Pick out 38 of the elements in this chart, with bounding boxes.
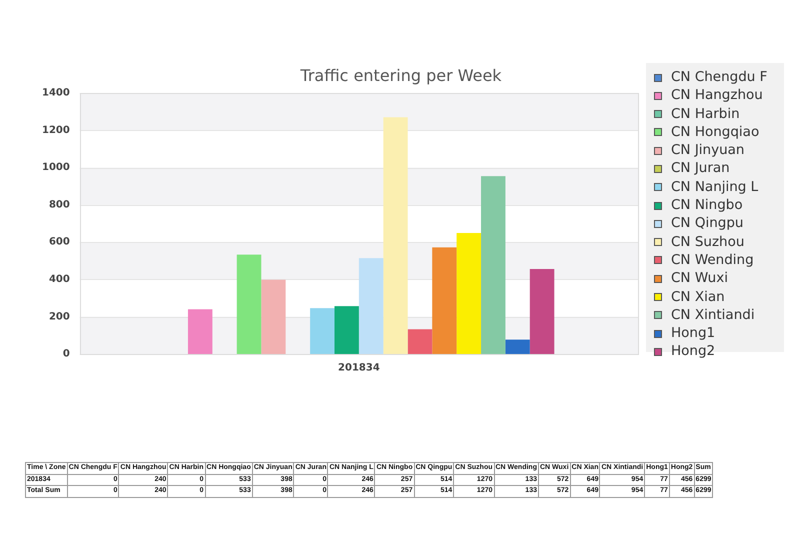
- legend-label: CN Xian: [671, 288, 725, 305]
- bar: [408, 329, 432, 354]
- bar: [188, 309, 212, 354]
- legend-label: CN Qingpu: [671, 215, 744, 232]
- legend-label: CN Wuxi: [671, 270, 728, 286]
- bar: [334, 306, 359, 354]
- legend-label: CN Juran: [671, 160, 730, 176]
- bar: [505, 340, 530, 354]
- bar: [530, 268, 554, 354]
- legend-label: CN Hangzhou: [671, 87, 763, 104]
- y-tick-label: 800: [48, 199, 70, 210]
- y-tick-label: 200: [48, 311, 70, 322]
- legend-label: CN Hongqiao: [671, 124, 760, 140]
- bar: [456, 233, 482, 354]
- bar: [432, 247, 457, 354]
- y-tick-label: 600: [48, 236, 70, 248]
- y-tick-label: 400: [48, 274, 70, 286]
- legend-label: CN Suzhou: [671, 234, 744, 250]
- y-tick-label: 1000: [42, 162, 70, 174]
- legend-label: CN Jinyuan: [671, 142, 744, 158]
- y-tick-label: 1400: [42, 88, 70, 99]
- legend-label: CN Nanjing L: [671, 178, 758, 195]
- legend-label: CN Harbin: [671, 106, 740, 122]
- bar: [481, 176, 506, 354]
- bar: [358, 258, 384, 354]
- legend-label: Hong1: [671, 325, 716, 342]
- bar: [261, 280, 286, 354]
- y-tick-label: 0: [62, 348, 70, 360]
- legend-label: CN Xintiandi: [671, 306, 755, 323]
- bar: [383, 117, 408, 354]
- bar: [310, 308, 334, 354]
- chart-title: Traffic entering per Week: [300, 66, 502, 85]
- y-tick-label: 1200: [42, 124, 70, 136]
- legend-label: CN Ningbo: [671, 197, 743, 214]
- bar: [236, 254, 262, 354]
- legend-label: CN Wending: [671, 252, 754, 268]
- legend-label: Hong2: [671, 343, 716, 360]
- legend-label: CN Chengdu F: [671, 69, 768, 85]
